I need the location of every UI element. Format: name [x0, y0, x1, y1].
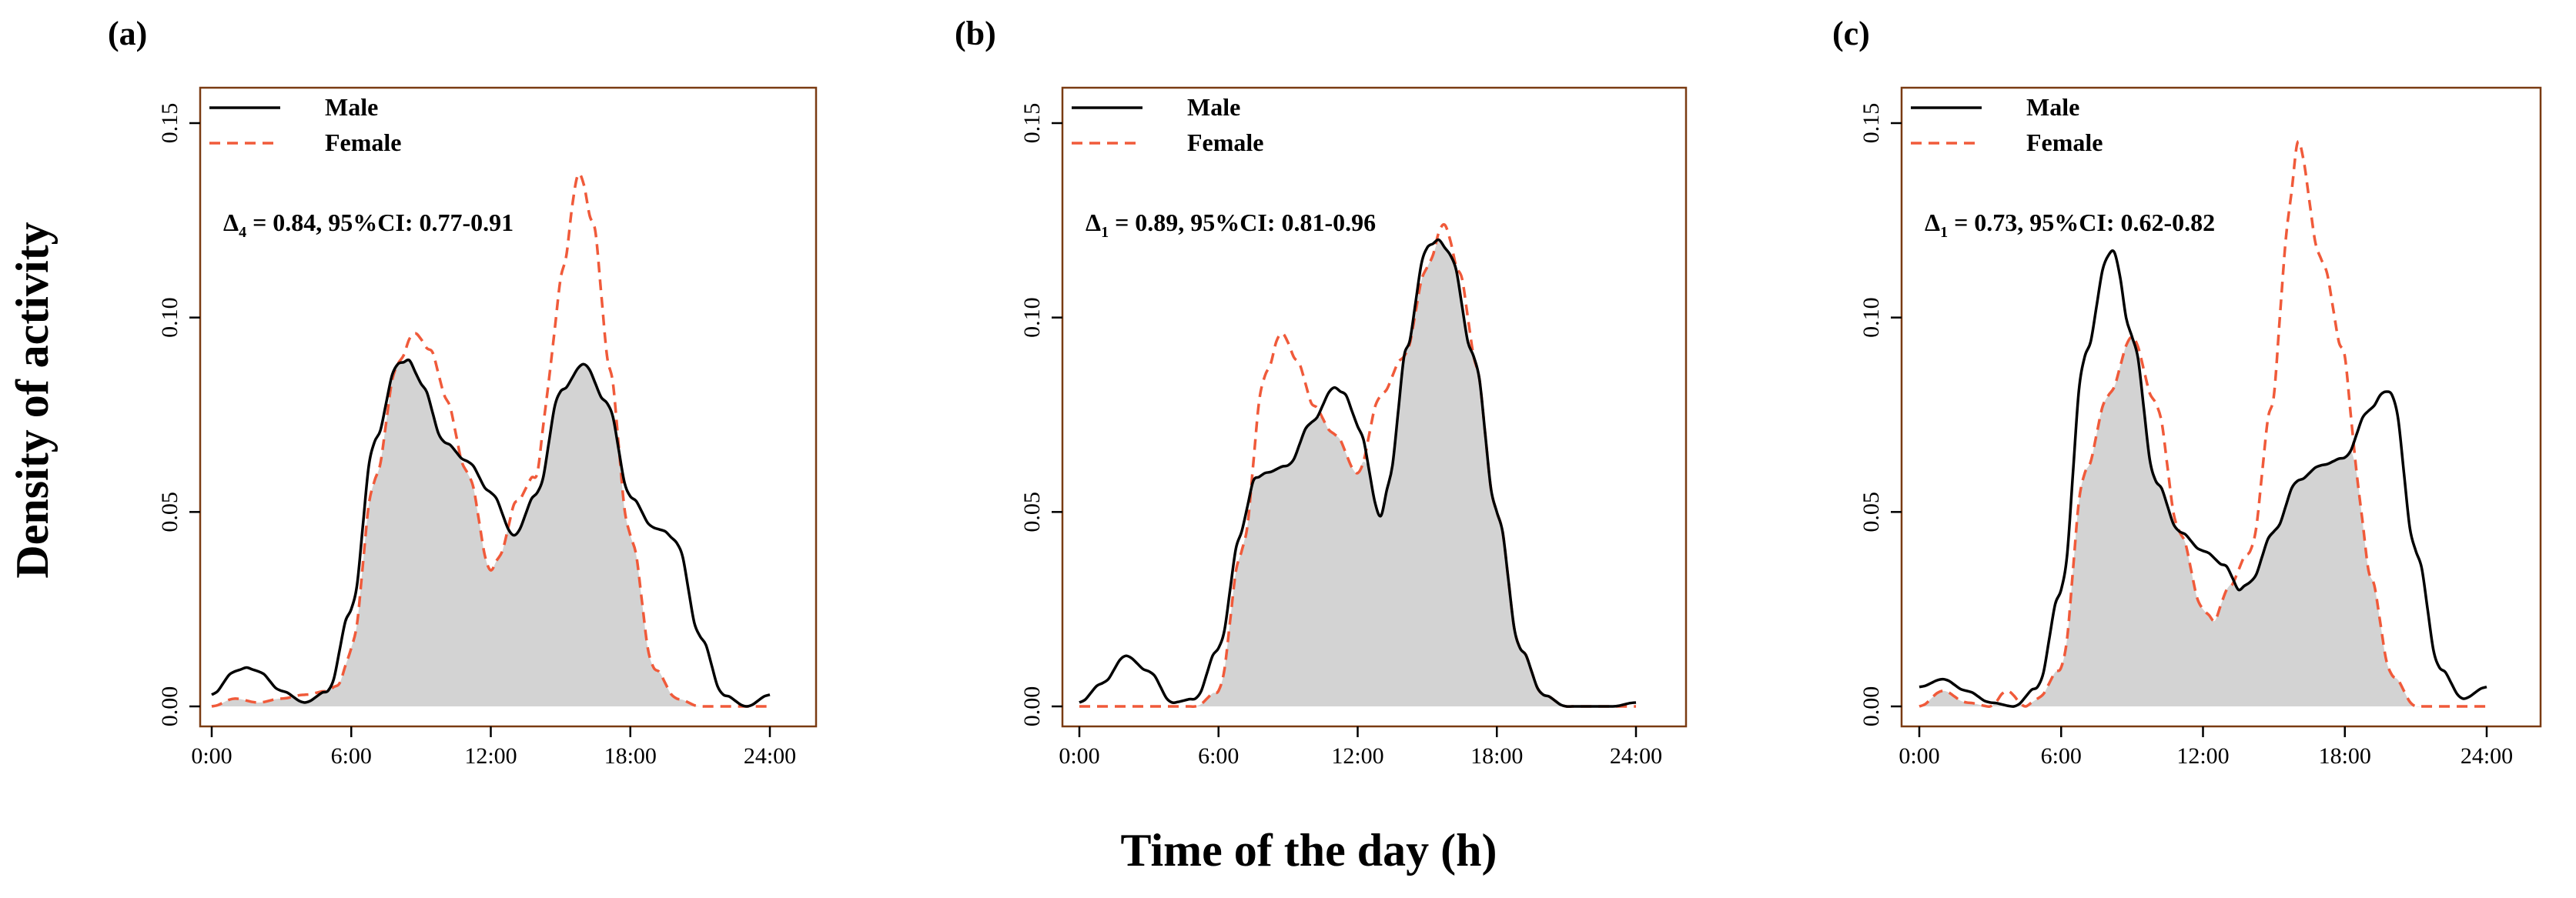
- x-tick-label-a-2: 12:00: [464, 743, 517, 769]
- y-tick-label-a-2: 0.10: [157, 297, 182, 338]
- plot-frame-a: [199, 86, 818, 728]
- x-axis-a: 0:00 6:00 12:00 18:00 24:00: [191, 726, 796, 769]
- plot-frame-b: [1061, 86, 1688, 728]
- legend-male-label-c: Male: [2026, 93, 2079, 121]
- x-tick-label-b-2: 12:00: [1331, 743, 1383, 769]
- annotation-text-b: = 0.89, 95%CI: 0.81-0.96: [1109, 209, 1376, 236]
- x-tick-label-b-4: 24:00: [1610, 743, 1662, 769]
- series-male-line-b: [1079, 238, 1637, 708]
- annotation-text-a: = 0.84, 95%CI: 0.77-0.91: [246, 209, 514, 236]
- y-tick-label-b-2: 0.10: [1019, 297, 1045, 338]
- x-tick-label-a-3: 18:00: [604, 743, 657, 769]
- legend-a: Male Female: [209, 93, 402, 156]
- y-tick-label-c-3: 0.15: [1858, 103, 1884, 144]
- panel-a: (a) 0.00 0.05 0.10 0.15 0:00 6:00 12:00 18:00 2…: [108, 15, 818, 769]
- overlap-annotation-b: Δ1 = 0.89, 95%CI: 0.81-0.96: [1086, 209, 1376, 241]
- panel-label-a: (a): [108, 15, 147, 52]
- legend-c: Male Female: [1911, 93, 2103, 156]
- panel-label-b: (b): [955, 15, 996, 52]
- y-tick-label-c-1: 0.05: [1858, 492, 1884, 532]
- annotation-delta-b: Δ: [1086, 209, 1101, 236]
- legend-female-label-a: Female: [325, 129, 402, 156]
- annotation-delta-a: Δ: [223, 209, 239, 236]
- x-tick-label-a-1: 6:00: [331, 743, 372, 769]
- y-axis-title: Density of activity: [7, 222, 58, 578]
- y-tick-label-c-2: 0.10: [1858, 297, 1884, 338]
- legend-male-label-a: Male: [325, 93, 378, 121]
- x-tick-label-c-4: 24:00: [2461, 743, 2513, 769]
- legend-b: Male Female: [1072, 93, 1264, 156]
- x-tick-label-c-3: 18:00: [2319, 743, 2371, 769]
- overlap-annotation-a: Δ4 = 0.84, 95%CI: 0.77-0.91: [223, 209, 514, 241]
- y-axis-a: 0.00 0.05 0.10 0.15: [157, 103, 200, 727]
- annotation-subscript-c: 1: [1940, 224, 1948, 241]
- overlap-area-c: [1919, 336, 2487, 707]
- x-tick-label-c-1: 6:00: [2041, 743, 2082, 769]
- x-axis-b: 0:00 6:00 12:00 18:00 24:00: [1059, 726, 1662, 769]
- y-tick-label-c-0: 0.00: [1858, 686, 1884, 727]
- x-tick-label-c-0: 0:00: [1899, 743, 1939, 769]
- y-axis-b: 0.00 0.05 0.10 0.15: [1019, 103, 1062, 727]
- plot-content-c: [1919, 139, 2487, 709]
- series-female-line-a: [211, 172, 770, 708]
- x-axis-title: Time of the day (h): [1121, 825, 1497, 876]
- panel-label-c: (c): [1832, 15, 1870, 52]
- annotation-text-c: = 0.73, 95%CI: 0.62-0.82: [1948, 209, 2215, 236]
- y-tick-label-b-3: 0.15: [1019, 103, 1045, 144]
- x-tick-label-a-4: 24:00: [744, 743, 796, 769]
- legend-female-label-b: Female: [1187, 129, 1264, 156]
- annotation-subscript-b: 1: [1101, 224, 1109, 241]
- plot-content-b: [1079, 222, 1637, 708]
- panel-c: (c) 0.00 0.05 0.10 0.15 0:00 6:00 12:00 18:00 2…: [1832, 15, 2542, 769]
- plot-content-a: [211, 172, 771, 708]
- y-tick-label-b-1: 0.05: [1019, 492, 1045, 532]
- legend-female-label-c: Female: [2026, 129, 2103, 156]
- x-tick-label-b-3: 18:00: [1470, 743, 1523, 769]
- y-tick-label-a-1: 0.05: [157, 492, 182, 532]
- x-tick-label-b-0: 0:00: [1059, 743, 1099, 769]
- y-tick-label-a-3: 0.15: [157, 103, 182, 144]
- x-tick-label-b-1: 6:00: [1198, 743, 1239, 769]
- series-female-line-b: [1079, 222, 1636, 708]
- legend-male-label-b: Male: [1187, 93, 1240, 121]
- series-female-line-c: [1919, 139, 2487, 709]
- y-tick-label-b-0: 0.00: [1019, 686, 1045, 727]
- overlap-annotation-c: Δ1 = 0.73, 95%CI: 0.62-0.82: [1925, 209, 2215, 241]
- overlap-area-a: [212, 359, 770, 707]
- series-male-line-a: [211, 358, 771, 708]
- x-tick-label-a-0: 0:00: [191, 743, 232, 769]
- y-tick-label-a-0: 0.00: [157, 686, 182, 727]
- plot-frame-c: [1900, 86, 2542, 728]
- series-male-line-c: [1919, 249, 2487, 708]
- panel-b: (b) 0.00 0.05 0.10 0.15 0:00 6:00 12:00 18:00 2…: [955, 15, 1688, 769]
- x-tick-label-c-2: 12:00: [2176, 743, 2229, 769]
- x-axis-c: 0:00 6:00 12:00 18:00 24:00: [1899, 726, 2513, 769]
- annotation-delta-c: Δ: [1925, 209, 1940, 236]
- y-axis-c: 0.00 0.05 0.10 0.15: [1858, 103, 1902, 727]
- annotation-subscript-a: 4: [239, 224, 246, 241]
